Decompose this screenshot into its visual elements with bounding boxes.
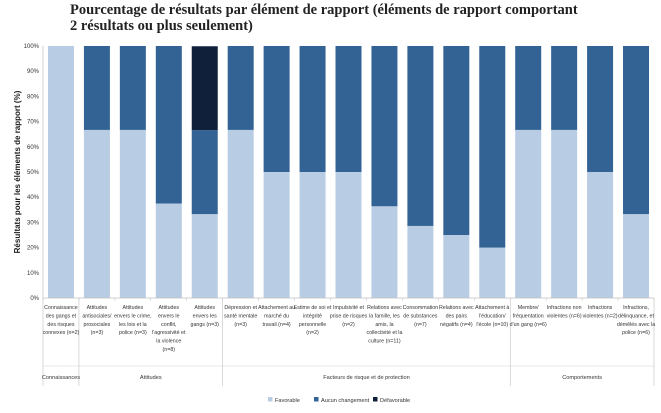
bar-segment-favorable — [443, 235, 470, 298]
bar-segment-favorable — [191, 214, 218, 298]
legend-label: Favorable — [275, 398, 300, 404]
group-label: Attitudes — [140, 375, 162, 381]
legend-label: Défavorable — [380, 398, 410, 404]
bar-segment-aucun-changement — [83, 46, 110, 130]
bar-segment-aucun-changement — [155, 46, 182, 204]
legend-label: Aucun changement — [321, 398, 370, 404]
group-label: Comportements — [562, 375, 602, 381]
bar-segment-favorable — [263, 172, 290, 298]
y-tick-label: 10% — [27, 271, 40, 277]
legend-swatch — [314, 397, 319, 402]
bar-segment-favorable — [479, 247, 506, 298]
bar-segment-favorable — [515, 129, 542, 298]
y-tick-label: 40% — [27, 195, 40, 201]
bar-segment-favorable — [407, 225, 434, 298]
bar-segment-favorable — [155, 203, 182, 298]
y-tick-label: 30% — [27, 220, 40, 226]
category-label: Membre/fréquentation d'un gang (n=6) — [510, 305, 547, 328]
chart-title-line-1: Pourcentage de résultats par élément de … — [70, 2, 578, 18]
bars — [47, 46, 650, 298]
category-label: Attitudes envers les gangs (n=3) — [191, 305, 220, 328]
bar-segment-aucun-changement — [335, 46, 362, 172]
category-label: Attitudes antisociales/prosociales (n=3) — [82, 305, 112, 336]
bar-segment-favorable — [119, 129, 146, 298]
bar-segment-favorable — [623, 214, 650, 298]
bar-segment-aucun-changement — [551, 46, 578, 130]
bar-segment-aucun-changement — [587, 46, 614, 172]
bar-segment-favorable — [299, 172, 326, 298]
y-tick-label: 100% — [24, 44, 40, 50]
bar-segment-aucun-changement — [371, 46, 398, 207]
bar-segment-aucun-changement — [191, 130, 218, 215]
category-label: Infractions violentes (n=2) — [583, 305, 618, 319]
y-tick-label: 80% — [27, 94, 40, 100]
bar-segment-aucun-changement — [227, 46, 254, 130]
y-tick-label: 90% — [27, 69, 40, 75]
group-label: Connaissances — [42, 375, 80, 381]
category-labels: Connaissance des gangs et des risques conne… — [43, 305, 656, 353]
chart-title: Pourcentage de résultats par élément de … — [70, 2, 630, 34]
legend-swatch — [373, 397, 378, 402]
category-label: Estime de soi et intégrité personnelle (n=2… — [294, 305, 332, 336]
group-labels: Connaissances Attitudes Facteurs de risque… — [42, 375, 602, 381]
y-tick-label: 50% — [27, 170, 40, 176]
bar-segment-favorable — [371, 206, 398, 298]
bar-segment-aucun-changement — [263, 46, 290, 172]
category-label: Attachement au marché du travail (n=4) — [258, 305, 295, 328]
bar-segment-favorable — [551, 129, 578, 298]
bar-segment-favorable — [47, 46, 74, 298]
category-label: Relations avec la famille, les amis, la col… — [366, 305, 402, 345]
bar-segment-aucun-changement — [623, 46, 650, 215]
category-label: Attachement à l'éducation/l'école (n=10) — [475, 305, 509, 328]
bar-segment-aucun-changement — [119, 46, 146, 130]
category-label: Relations avec des pairs négatifs (n=4) — [439, 305, 474, 328]
bar-segment-aucun-changement — [443, 46, 470, 235]
axes — [42, 46, 655, 386]
legend: Favorable Aucun changement Défavorable — [268, 397, 410, 404]
category-label: Consommation de substances (n=7) — [403, 305, 439, 328]
bar-segment-aucun-changement — [479, 46, 506, 248]
category-label: Attitudes envers le crime, les lois et la p… — [114, 305, 151, 336]
y-tick-label: 70% — [27, 120, 40, 126]
y-axis-ticks: 0% 10% 20% 30% 40% 50% 60% 70% 80% 90% 100% — [24, 44, 40, 302]
bar-segment-aucun-changement — [407, 46, 434, 226]
bar-segment-aucun-changement — [515, 46, 542, 130]
bar-segment-aucun-changement — [299, 46, 326, 172]
y-tick-label: 0% — [30, 296, 39, 302]
category-label: Infractions, délinquance, et démêlés avec … — [617, 305, 655, 336]
group-label: Facteurs de risque et de protection — [323, 375, 409, 381]
legend-swatch — [268, 397, 273, 402]
bar-segment-favorable — [587, 172, 614, 298]
category-label: Infractions non violentes (n=6) — [547, 305, 582, 319]
y-axis-label: Résultats pour les éléments de rapport (… — [13, 90, 22, 253]
chart-title-line-2: 2 résultats ou plus seulement) — [70, 18, 253, 34]
category-label: Connaissance des gangs et des risques conne… — [43, 305, 80, 336]
bar-segment-favorable — [83, 129, 110, 298]
bar-segment-defavorable — [191, 46, 218, 131]
y-tick-label: 20% — [27, 246, 40, 252]
category-label: Attitudes envers le conflit, l'agressivité … — [152, 305, 186, 353]
category-label: Impulsivité et prise de risques (n=2) — [330, 305, 368, 328]
bar-segment-favorable — [335, 172, 362, 298]
bar-segment-favorable — [227, 129, 254, 298]
y-tick-label: 60% — [27, 145, 40, 151]
category-label: Dépression et santé mentale (n=3) — [224, 305, 258, 328]
